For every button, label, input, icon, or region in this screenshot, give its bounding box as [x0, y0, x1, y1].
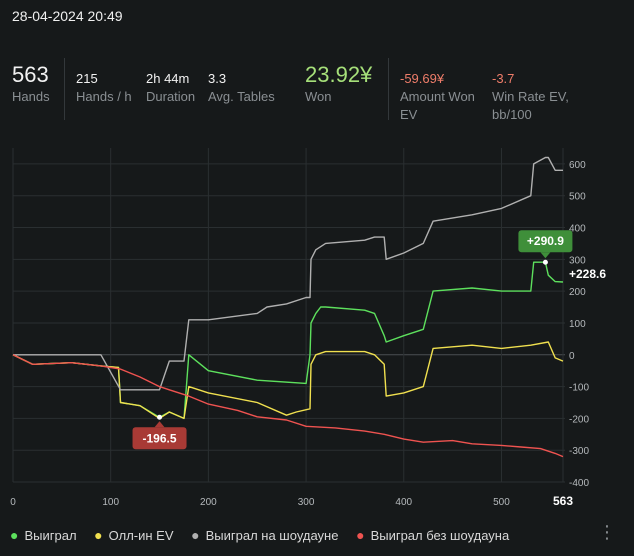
y-tick-label: 400 [569, 224, 586, 235]
x-tick-label: 0 [10, 497, 16, 508]
stat-win-rate-ev-label-1: Win Rate EV, [492, 89, 569, 104]
stat-hph-value: 215 [76, 71, 98, 86]
series-line-3 [12, 354, 564, 458]
stat-won-label: Won [305, 89, 332, 104]
y-tick-label: -400 [569, 478, 589, 489]
stat-amount-won-ev-value: -59.69¥ [400, 71, 445, 86]
stats-bar: 563 Hands 215 Hands / h 2h 44m Duration … [0, 56, 634, 126]
stat-win-rate-ev: -3.7 Win Rate EV, bb/100 [492, 56, 569, 124]
stat-hands-per-hour: 215 Hands / h [76, 56, 132, 106]
stat-hands-label: Hands [12, 89, 50, 104]
x-tick-label: 500 [493, 497, 510, 508]
stat-duration-value: 2h 44m [146, 71, 190, 86]
y-tick-label: 100 [569, 319, 586, 330]
stat-amount-won-ev-label-1: Amount Won [400, 89, 475, 104]
stat-duration-label: Duration [146, 89, 196, 104]
legend-dot-icon: ● [356, 527, 365, 543]
legend-dot-icon: ● [191, 527, 200, 543]
annotation-label: +290.9 [527, 234, 564, 248]
legend-item-won[interactable]: ● Выиграл [10, 527, 77, 543]
chart-legend: ● Выиграл ● Олл-ин EV ● Выиграл на шоудауне… [10, 527, 523, 543]
stat-won: 23.92¥ Won [305, 56, 372, 106]
y-tick-label: 600 [569, 160, 586, 171]
legend-item-showdown[interactable]: ● Выиграл на шоудауне [191, 527, 338, 543]
y-tick-label: 300 [569, 255, 586, 266]
y-tick-label: -300 [569, 446, 589, 457]
more-options-icon[interactable]: ⋮ [598, 522, 616, 542]
stat-hands: 563 Hands [12, 56, 50, 106]
stat-amount-won-ev: -59.69¥ Amount Won EV [400, 56, 475, 124]
y-tick-label: 500 [569, 192, 586, 203]
annotation-point [157, 414, 163, 420]
legend-item-allin-ev[interactable]: ● Олл-ин EV [94, 527, 173, 543]
series-line-2 [13, 156, 563, 391]
x-tick-label: 400 [395, 497, 412, 508]
x-tick-label: 100 [102, 497, 119, 508]
annotation-pointer [154, 421, 165, 428]
stat-won-value: 23.92¥ [305, 62, 373, 87]
stat-hph-label: Hands / h [76, 89, 132, 104]
y-tick-label: -100 [569, 383, 589, 394]
y-tick-label: 200 [569, 287, 586, 298]
legend-label: Выиграл на шоудауне [205, 528, 339, 543]
x-tick-label: 300 [298, 497, 315, 508]
end-value-label: +228.6 [569, 267, 606, 281]
stat-hands-value: 563 [12, 62, 49, 87]
legend-dot-icon: ● [94, 527, 103, 543]
legend-item-non-showdown[interactable]: ● Выиграл без шоудауна [356, 527, 509, 543]
annotation-label: -196.5 [143, 431, 177, 445]
annotation-pointer [540, 252, 551, 259]
legend-dot-icon: ● [10, 527, 19, 543]
stat-win-rate-ev-label-2: bb/100 [492, 107, 532, 122]
y-tick-label: -200 [569, 414, 589, 425]
y-tick-label: 0 [569, 351, 575, 362]
stats-divider [64, 58, 65, 120]
annotation-point [542, 259, 548, 265]
stat-avg-tables: 3.3 Avg. Tables [208, 56, 275, 106]
series-line-0 [12, 261, 564, 420]
legend-label: Олл-ин EV [108, 528, 174, 543]
series-line-1 [12, 341, 564, 420]
legend-label: Выиграл [24, 528, 77, 543]
annotation-box [518, 230, 573, 253]
stat-amount-won-ev-label-2: EV [400, 107, 418, 122]
annotation-box [132, 427, 187, 450]
legend-label: Выиграл без шоудауна [370, 528, 510, 543]
stat-win-rate-ev-value: -3.7 [492, 71, 515, 86]
stat-avg-tables-label: Avg. Tables [208, 89, 275, 104]
stat-avg-tables-value: 3.3 [208, 71, 227, 86]
x-tick-label: 563 [553, 494, 573, 508]
session-datetime: 28-04-2024 20:49 [12, 8, 123, 24]
x-tick-label: 200 [200, 497, 217, 508]
stats-divider [388, 58, 389, 120]
stat-duration: 2h 44m Duration [146, 56, 195, 106]
results-chart[interactable]: 600 500 400 300 200 100 0 -100 -200 -300 -400 0 100 2… [0, 140, 634, 520]
